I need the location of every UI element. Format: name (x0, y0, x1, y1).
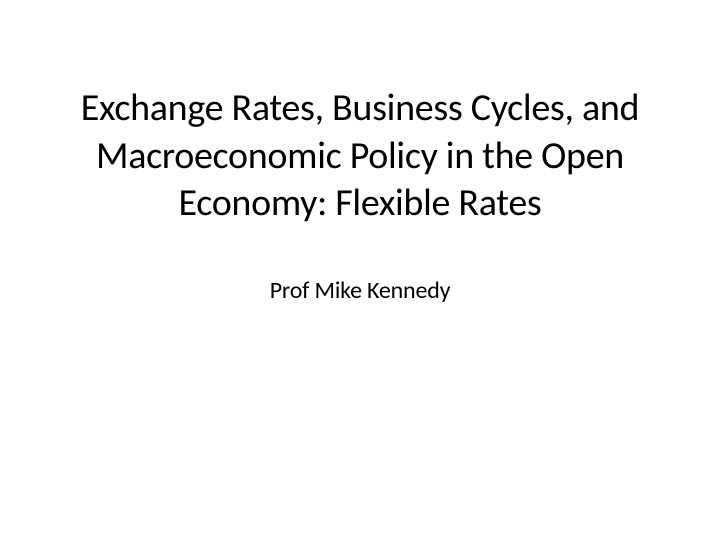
slide-subtitle: Prof Mike Kennedy (270, 276, 451, 305)
slide-title: Exchange Rates, Business Cycles, and Mac… (0, 85, 720, 228)
